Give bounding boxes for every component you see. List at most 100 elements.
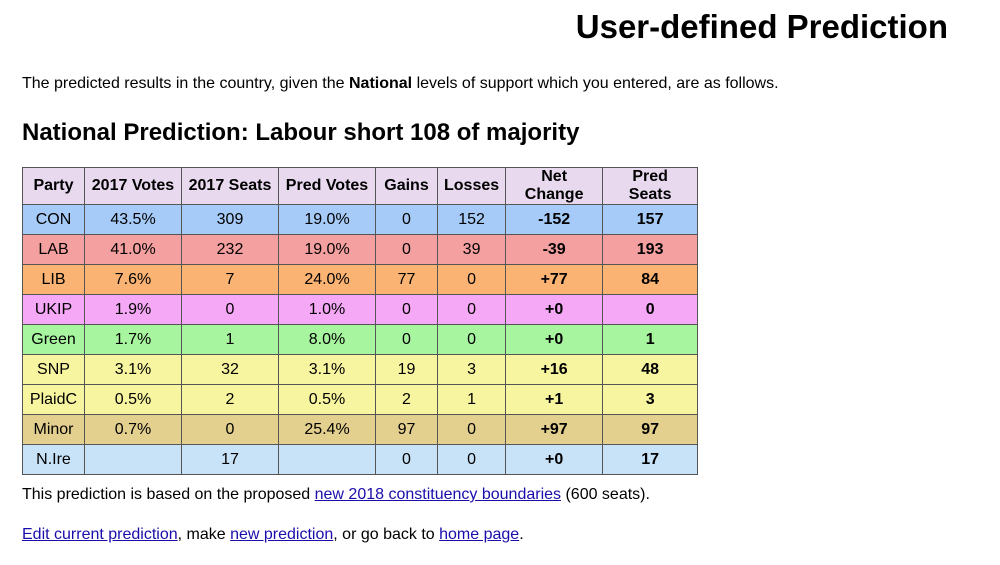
pred-votes-cell: 19.0% [278, 234, 376, 265]
table-row: PlaidC 0.5% 2 0.5% 2 1 +1 3 [22, 384, 699, 415]
votes-2017-cell: 0.5% [84, 384, 182, 415]
nav-text-3: . [519, 526, 524, 543]
table-row: Green 1.7% 1 8.0% 0 0 +0 1 [22, 324, 699, 355]
votes-2017-cell: 1.7% [84, 324, 182, 355]
seats-2017-cell: 32 [181, 354, 279, 385]
pred-seats-cell: 3 [602, 384, 699, 415]
pred-seats-cell: 1 [602, 324, 699, 355]
losses-cell: 3 [436, 354, 507, 385]
pred-seats-cell: 17 [602, 444, 699, 475]
header-pred-seats: Pred Seats [602, 167, 699, 205]
net-change-cell: +16 [505, 354, 604, 385]
table-row: N.Ire 17 0 0 +0 17 [22, 444, 699, 475]
note-before: This prediction is based on the proposed [22, 486, 315, 503]
table-header-row: Party 2017 Votes 2017 Seats Pred Votes G… [22, 167, 699, 205]
seats-2017-cell: 7 [181, 264, 279, 295]
party-cell: Green [22, 324, 85, 355]
prediction-heading: National Prediction: Labour short 108 of… [22, 119, 580, 146]
votes-2017-cell: 7.6% [84, 264, 182, 295]
losses-cell: 152 [436, 204, 507, 235]
page-title: User-defined Prediction [575, 8, 948, 45]
pred-votes-cell: 0.5% [278, 384, 376, 415]
pred-seats-cell: 97 [602, 414, 699, 445]
seats-2017-cell: 0 [181, 294, 279, 325]
pred-seats-cell: 0 [602, 294, 699, 325]
header-net-change: Net Change [505, 167, 604, 205]
table-row: CON 43.5% 309 19.0% 0 152 -152 157 [22, 204, 699, 235]
nav-text-2: , or go back to [333, 526, 440, 543]
nav-text-1: , make [177, 526, 231, 543]
votes-2017-cell: 41.0% [84, 234, 182, 265]
losses-cell: 0 [436, 414, 507, 445]
note-after: (600 seats). [561, 486, 650, 503]
seats-2017-cell: 232 [181, 234, 279, 265]
boundaries-note: This prediction is based on the proposed… [22, 486, 650, 504]
seats-2017-cell: 17 [181, 444, 279, 475]
gains-cell: 0 [375, 204, 438, 235]
votes-2017-cell: 1.9% [84, 294, 182, 325]
edit-prediction-link[interactable]: Edit current prediction [22, 526, 178, 543]
table-row: UKIP 1.9% 0 1.0% 0 0 +0 0 [22, 294, 699, 325]
table-row: LIB 7.6% 7 24.0% 77 0 +77 84 [22, 264, 699, 295]
header-pred-votes: Pred Votes [278, 167, 376, 205]
table-row: SNP 3.1% 32 3.1% 19 3 +16 48 [22, 354, 699, 385]
votes-2017-cell [84, 444, 182, 475]
votes-2017-cell: 43.5% [84, 204, 182, 235]
pred-votes-cell: 8.0% [278, 324, 376, 355]
losses-cell: 1 [436, 384, 507, 415]
pred-seats-cell: 48 [602, 354, 699, 385]
net-change-cell: +1 [505, 384, 604, 415]
losses-cell: 0 [436, 324, 507, 355]
gains-cell: 97 [375, 414, 438, 445]
pred-seats-cell: 157 [602, 204, 699, 235]
losses-cell: 39 [436, 234, 507, 265]
new-prediction-link[interactable]: new prediction [230, 526, 334, 543]
net-change-cell: -152 [505, 204, 604, 235]
net-change-cell: +77 [505, 264, 604, 295]
gains-cell: 0 [375, 294, 438, 325]
results-table: Party 2017 Votes 2017 Seats Pred Votes G… [22, 167, 699, 475]
party-cell: N.Ire [22, 444, 85, 475]
pred-seats-cell: 84 [602, 264, 699, 295]
boundaries-link[interactable]: new 2018 constituency boundaries [314, 486, 562, 503]
net-change-cell: +0 [505, 444, 604, 475]
gains-cell: 19 [375, 354, 438, 385]
header-gains: Gains [375, 167, 438, 205]
navigation-links: Edit current prediction, make new predic… [22, 526, 524, 544]
intro-before: The predicted results in the country, gi… [22, 75, 349, 92]
party-cell: LAB [22, 234, 85, 265]
seats-2017-cell: 1 [181, 324, 279, 355]
net-change-cell: +0 [505, 294, 604, 325]
pred-votes-cell [278, 444, 376, 475]
seats-2017-cell: 0 [181, 414, 279, 445]
party-cell: CON [22, 204, 85, 235]
header-2017-seats: 2017 Seats [181, 167, 279, 205]
party-cell: SNP [22, 354, 85, 385]
net-change-cell: +97 [505, 414, 604, 445]
gains-cell: 77 [375, 264, 438, 295]
gains-cell: 0 [375, 444, 438, 475]
intro-text: The predicted results in the country, gi… [22, 75, 779, 93]
pred-votes-cell: 24.0% [278, 264, 376, 295]
home-page-link[interactable]: home page [439, 526, 520, 543]
pred-seats-cell: 193 [602, 234, 699, 265]
net-change-cell: +0 [505, 324, 604, 355]
losses-cell: 0 [436, 264, 507, 295]
gains-cell: 0 [375, 324, 438, 355]
gains-cell: 2 [375, 384, 438, 415]
seats-2017-cell: 309 [181, 204, 279, 235]
party-cell: PlaidC [22, 384, 85, 415]
table-row: LAB 41.0% 232 19.0% 0 39 -39 193 [22, 234, 699, 265]
seats-2017-cell: 2 [181, 384, 279, 415]
net-change-cell: -39 [505, 234, 604, 265]
header-losses: Losses [436, 167, 507, 205]
losses-cell: 0 [436, 294, 507, 325]
table-row: Minor 0.7% 0 25.4% 97 0 +97 97 [22, 414, 699, 445]
pred-votes-cell: 1.0% [278, 294, 376, 325]
party-cell: Minor [22, 414, 85, 445]
votes-2017-cell: 3.1% [84, 354, 182, 385]
pred-votes-cell: 19.0% [278, 204, 376, 235]
intro-after: levels of support which you entered, are… [412, 75, 779, 92]
results-body: CON 43.5% 309 19.0% 0 152 -152 157 LAB 41.0% 232 19… [22, 204, 699, 475]
header-party: Party [22, 167, 85, 205]
